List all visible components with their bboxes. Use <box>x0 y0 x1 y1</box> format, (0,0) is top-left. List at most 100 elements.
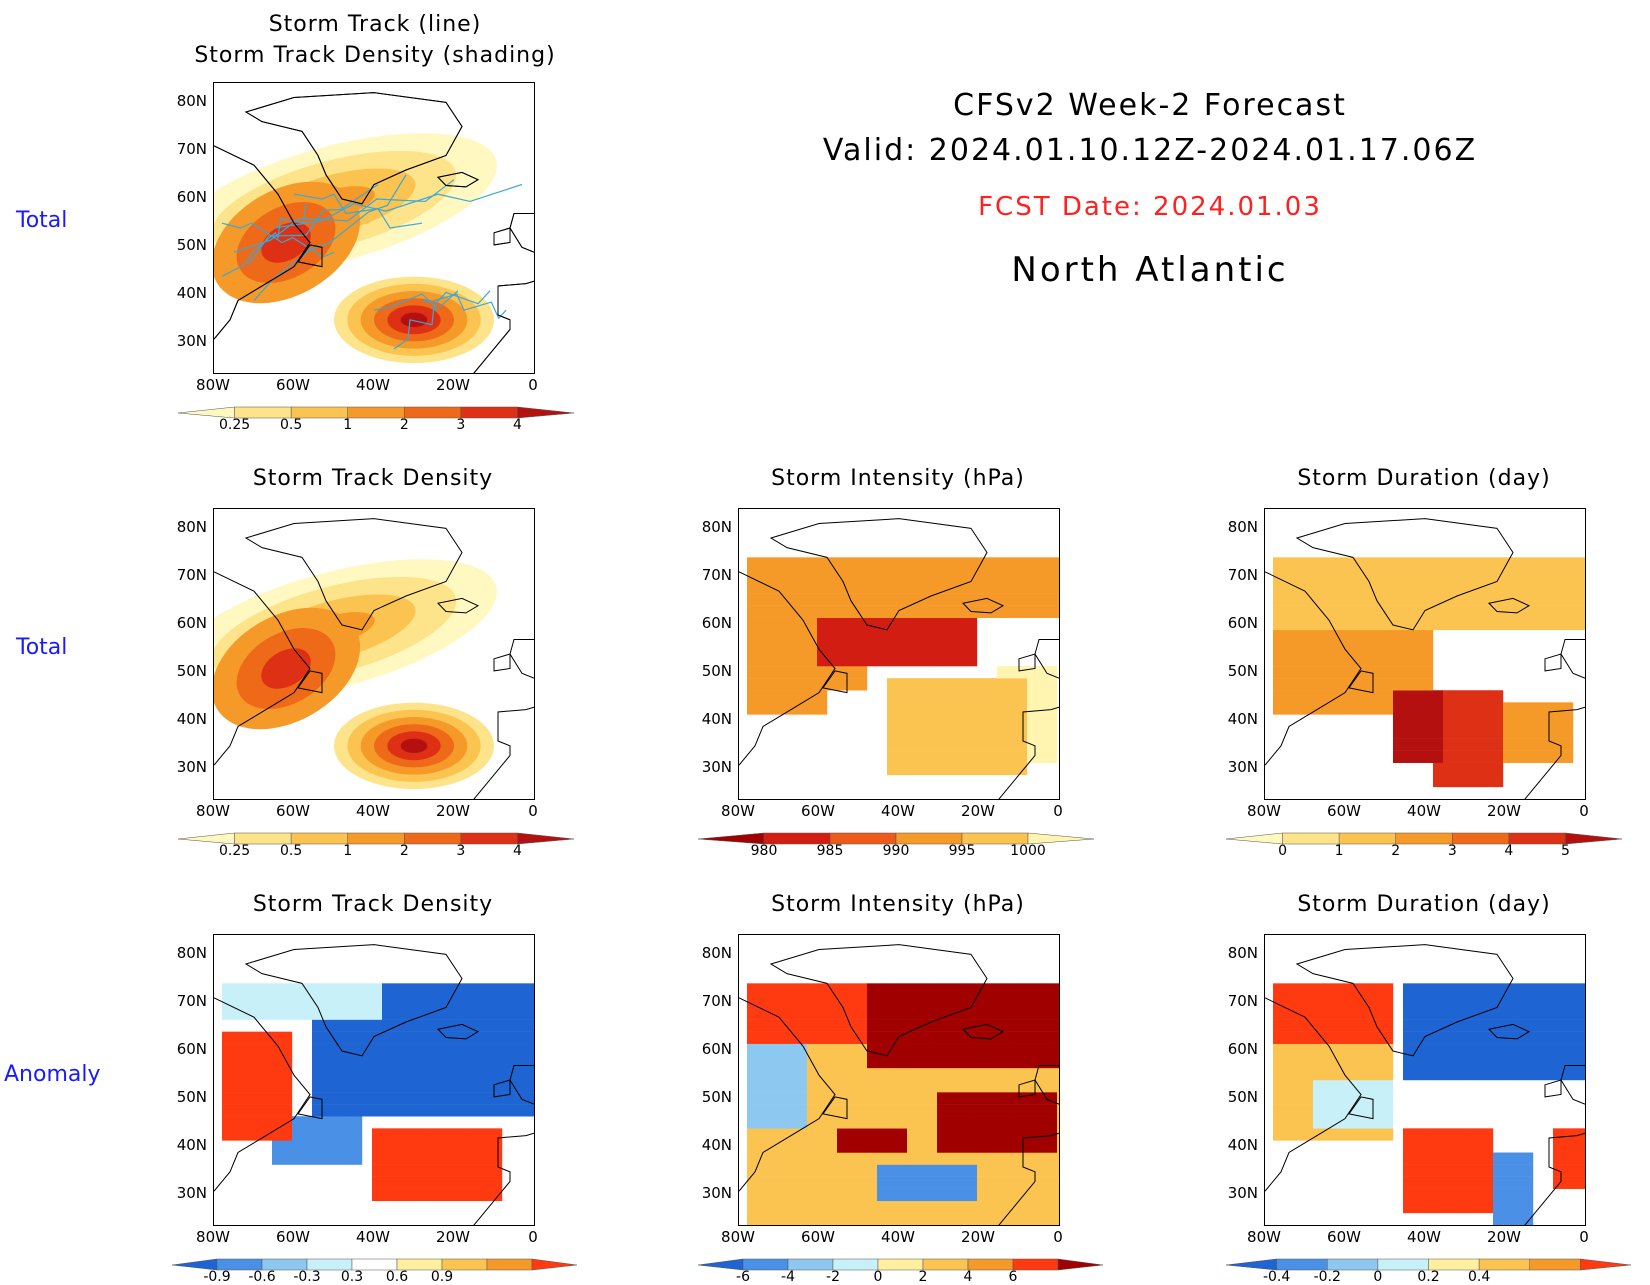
colorbar-swatch <box>1580 1258 1632 1271</box>
lon-tick-label: 20W <box>1487 1228 1521 1246</box>
row-label-total-1: Total <box>16 208 68 233</box>
lon-tick-label: 60W <box>276 1228 310 1246</box>
lon-tick-label: 40W <box>1407 1228 1441 1246</box>
colorbar-label: 2 <box>399 843 409 859</box>
lat-tick-label: 40N <box>176 284 207 302</box>
lon-tick-label: 60W <box>276 376 310 394</box>
lat-tick-label: 40N <box>701 710 732 728</box>
lat-tick-label: 80N <box>176 92 207 110</box>
lon-tick-label: 20W <box>961 1228 995 1246</box>
colorbar-density <box>177 831 604 850</box>
colorbar-swatch <box>486 1258 533 1271</box>
colorbar-label: 1 <box>343 843 353 859</box>
lon-tick-label: 0 <box>1579 1228 1589 1246</box>
colorbar-label: -0.3 <box>293 1269 321 1285</box>
lon-tick-label: 80W <box>196 802 230 820</box>
colorbar-label: 2 <box>399 417 409 433</box>
colorbar-label: 2 <box>1391 843 1401 859</box>
lat-tick-label: 40N <box>176 710 207 728</box>
colorbar-swatch <box>1057 1258 1104 1271</box>
panel4-title: Storm Duration (day) <box>1297 466 1551 491</box>
lon-tick-label: 80W <box>1247 802 1281 820</box>
lon-tick-label: 20W <box>436 376 470 394</box>
colorbar-label: -4 <box>781 1269 795 1285</box>
lon-tick-label: 0 <box>528 802 538 820</box>
lat-tick-label: 50N <box>701 662 732 680</box>
lon-tick-label: 80W <box>196 376 230 394</box>
colorbar-label: 0.9 <box>430 1269 454 1285</box>
colorbar-density_anom <box>171 1257 607 1276</box>
colorbar-label: 3 <box>456 843 466 859</box>
lat-tick-label: 30N <box>176 758 207 776</box>
lat-tick-label: 60N <box>1227 1040 1258 1058</box>
panel3-title: Storm Intensity (hPa) <box>771 466 1025 491</box>
colorbar-label: -0.6 <box>248 1269 276 1285</box>
colorbar-label: 0.25 <box>218 843 251 859</box>
colorbar-label: 995 <box>948 843 976 859</box>
lat-tick-label: 80N <box>1227 944 1258 962</box>
lat-tick-label: 40N <box>1227 1136 1258 1154</box>
lat-tick-label: 70N <box>176 140 207 158</box>
row-label-total-2: Total <box>16 635 68 660</box>
lat-tick-label: 40N <box>1227 710 1258 728</box>
lat-tick-label: 50N <box>701 1088 732 1106</box>
lat-tick-label: 70N <box>701 992 732 1010</box>
colorbar-label: 0 <box>1373 1269 1383 1285</box>
colorbar-label: -6 <box>736 1269 750 1285</box>
lat-tick-label: 60N <box>176 614 207 632</box>
lon-tick-label: 40W <box>1407 802 1441 820</box>
colorbar-label: 0.2 <box>1417 1269 1440 1285</box>
colorbar-label: 2 <box>918 1269 928 1285</box>
lat-tick-label: 60N <box>1227 614 1258 632</box>
lat-tick-label: 40N <box>176 1136 207 1154</box>
lon-tick-label: 60W <box>801 802 835 820</box>
lon-tick-label: 40W <box>881 1228 915 1246</box>
colorbar-label: -0.9 <box>203 1269 231 1285</box>
lat-tick-label: 50N <box>176 662 207 680</box>
lat-tick-label: 80N <box>176 518 207 536</box>
map-panel-5 <box>213 934 535 1226</box>
map-panel-4 <box>1264 508 1586 800</box>
lat-tick-label: 30N <box>1227 758 1258 776</box>
lon-tick-label: 80W <box>196 1228 230 1246</box>
lon-tick-label: 60W <box>801 1228 835 1246</box>
lon-tick-label: 0 <box>1579 802 1589 820</box>
colorbar-label: 0.4 <box>1467 1269 1491 1285</box>
colorbar-swatch <box>1027 832 1095 845</box>
lat-tick-label: 80N <box>701 518 732 536</box>
lat-tick-label: 30N <box>701 1184 732 1202</box>
colorbar-label: 1000 <box>1010 843 1046 859</box>
lat-tick-label: 70N <box>1227 992 1258 1010</box>
row-label-anomaly: Anomaly <box>4 1062 101 1087</box>
lat-tick-label: 70N <box>701 566 732 584</box>
storm-density-map <box>214 518 534 799</box>
colorbar-label: 4 <box>1504 843 1514 859</box>
lat-tick-label: 70N <box>1227 566 1258 584</box>
panel6-title: Storm Intensity (hPa) <box>771 892 1025 917</box>
colorbar-label: 0.5 <box>280 417 303 433</box>
fcst-date: FCST Date: 2024.01.03 <box>978 192 1322 222</box>
colorbar-label: 1 <box>343 417 353 433</box>
colorbar-label: 0.25 <box>218 417 251 433</box>
lat-tick-label: 30N <box>1227 1184 1258 1202</box>
colorbar-label: 5 <box>1560 843 1570 859</box>
lon-tick-label: 80W <box>721 802 755 820</box>
lat-tick-label: 50N <box>176 1088 207 1106</box>
colorbar-label: 990 <box>882 843 910 859</box>
colorbar-label: 0.6 <box>385 1269 409 1285</box>
colorbar-label: 0.5 <box>280 843 303 859</box>
intensity-anomaly-map <box>739 944 1059 1225</box>
lat-tick-label: 60N <box>176 1040 207 1058</box>
colorbar-label: -0.2 <box>1313 1269 1341 1285</box>
storm-intensity-map <box>739 518 1059 799</box>
lon-tick-label: 40W <box>356 376 390 394</box>
lon-tick-label: 20W <box>1487 802 1521 820</box>
colorbar-swatch <box>1565 832 1623 845</box>
colorbar-label: 6 <box>1008 1269 1018 1285</box>
panel5-title: Storm Track Density <box>252 892 494 917</box>
colorbar-swatch <box>1529 1258 1581 1271</box>
colorbar-label: -0.4 <box>1262 1269 1291 1285</box>
colorbar-density <box>177 405 604 424</box>
lat-tick-label: 60N <box>701 1040 732 1058</box>
lat-tick-label: 70N <box>176 566 207 584</box>
